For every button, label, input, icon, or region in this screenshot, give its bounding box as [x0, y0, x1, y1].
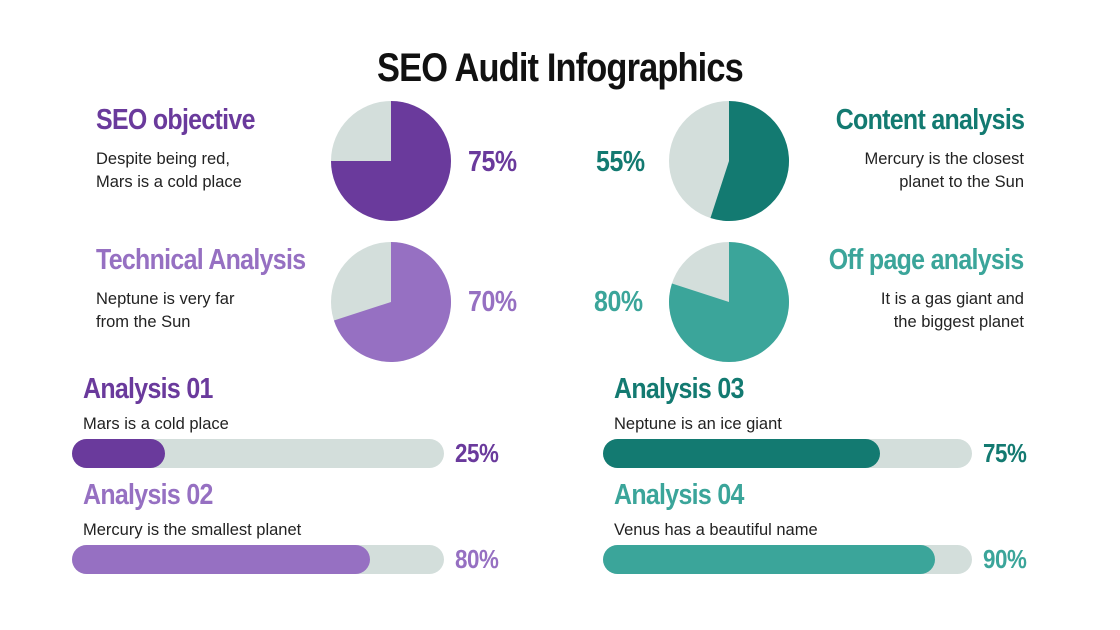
seo-objective-percent: 75%	[468, 146, 517, 178]
technical-analysis-heading: Technical Analysis	[96, 244, 306, 276]
content-analysis-heading: Content analysis	[835, 104, 1024, 136]
technical-analysis-pie-slice	[333, 242, 452, 362]
page-title: SEO Audit Infographics	[377, 46, 744, 90]
seo-objective-pie	[331, 101, 451, 221]
off-page-analysis-desc: It is a gas giant and the biggest planet	[881, 288, 1024, 334]
analysis-01-desc: Mars is a cold place	[83, 415, 229, 433]
analysis-04-desc: Venus has a beautiful name	[614, 521, 818, 539]
technical-analysis-pie	[331, 242, 452, 362]
content-analysis-percent: 55%	[596, 146, 645, 178]
analysis-01-percent: 25%	[455, 438, 499, 468]
analysis-03-heading: Analysis 03	[614, 373, 744, 405]
analysis-04-bar-fill	[603, 545, 936, 574]
seo-objective-pie-slice	[331, 101, 451, 221]
off-page-analysis-percent: 80%	[594, 286, 643, 318]
analysis-01-bar-track	[72, 439, 444, 468]
analysis-03-desc: Neptune is an ice giant	[614, 415, 782, 433]
seo-objective-desc: Despite being red, Mars is a cold place	[96, 148, 242, 194]
analysis-02-bar-fill	[72, 545, 370, 574]
analysis-02-desc: Mercury is the smallest planet	[83, 521, 302, 539]
technical-analysis-percent: 70%	[468, 286, 517, 318]
analysis-03-bar-fill	[603, 439, 880, 468]
analysis-04-heading: Analysis 04	[614, 479, 744, 511]
content-analysis-desc: Mercury is the closest planet to the Sun	[864, 148, 1024, 194]
seo-objective-heading: SEO objective	[96, 104, 255, 136]
content-analysis-pie-slice	[710, 101, 790, 221]
off-page-analysis-pie	[669, 242, 790, 362]
content-analysis-desc-line1: Mercury is the closest	[864, 150, 1024, 168]
technical-analysis-desc: Neptune is very far from the Sun	[96, 288, 234, 334]
off-page-analysis-desc-line1: It is a gas giant and	[880, 290, 1024, 308]
technical-analysis-desc-line2: from the Sun	[96, 313, 191, 331]
content-analysis-pie	[669, 101, 790, 221]
content-analysis-desc-line2: planet to the Sun	[899, 173, 1024, 191]
analysis-03-bar-track	[603, 439, 972, 468]
analysis-02-heading: Analysis 02	[83, 479, 213, 511]
off-page-analysis-desc-line2: the biggest planet	[893, 313, 1024, 331]
analysis-02-bar-track	[72, 545, 444, 574]
off-page-analysis-pie-slice	[669, 242, 790, 362]
analysis-02-percent: 80%	[455, 544, 499, 574]
analysis-04-bar-track	[603, 545, 972, 574]
analysis-04-percent: 90%	[983, 544, 1027, 574]
analysis-01-heading: Analysis 01	[83, 373, 213, 405]
off-page-analysis-heading: Off page analysis	[829, 244, 1025, 276]
technical-analysis-desc-line1: Neptune is very far	[96, 290, 235, 308]
seo-objective-desc-line2: Mars is a cold place	[96, 173, 242, 191]
seo-objective-desc-line1: Despite being red,	[96, 150, 230, 168]
analysis-03-percent: 75%	[983, 438, 1027, 468]
analysis-01-bar-fill	[72, 439, 165, 468]
